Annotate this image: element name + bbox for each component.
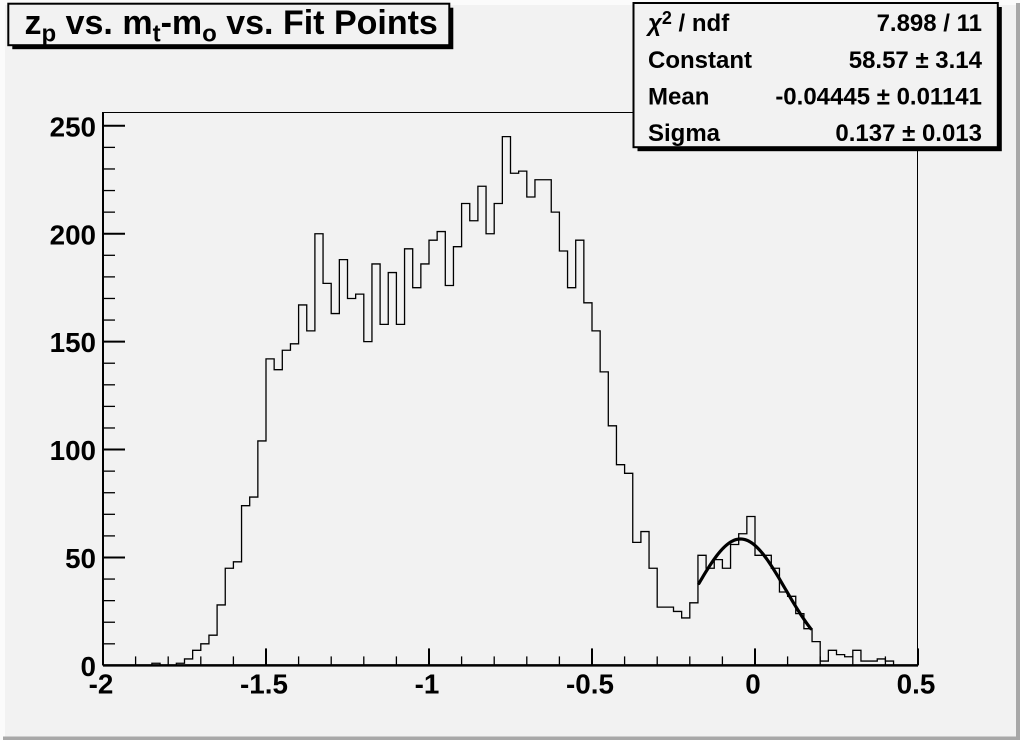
svg-text:Sigma: Sigma [648, 120, 721, 147]
svg-text:zp vs. mt-mo vs. Fit Points: zp vs. mt-mo vs. Fit Points [25, 4, 438, 48]
svg-text:150: 150 [50, 327, 96, 358]
svg-text:0.137 ± 0.013: 0.137 ± 0.013 [835, 120, 982, 147]
svg-text:200: 200 [50, 219, 96, 250]
svg-text:-2: -2 [89, 668, 114, 699]
svg-text:0.5: 0.5 [897, 668, 936, 699]
svg-text:250: 250 [50, 111, 96, 142]
svg-text:0: 0 [81, 651, 96, 682]
svg-text:χ2 / ndf: χ2 / ndf [645, 8, 730, 37]
svg-text:58.57 ± 3.14: 58.57 ± 3.14 [849, 47, 983, 74]
svg-text:-0.04445 ± 0.01141: -0.04445 ± 0.01141 [775, 84, 982, 111]
svg-text:100: 100 [50, 435, 96, 466]
svg-text:-0.5: -0.5 [566, 668, 614, 699]
svg-text:50: 50 [65, 543, 96, 574]
svg-text:-1.5: -1.5 [240, 668, 288, 699]
svg-text:Constant: Constant [648, 47, 752, 74]
svg-text:0: 0 [745, 668, 760, 699]
svg-text:Mean: Mean [648, 84, 709, 111]
svg-text:7.898 / 11: 7.898 / 11 [877, 10, 982, 37]
svg-text:-1: -1 [415, 668, 440, 699]
